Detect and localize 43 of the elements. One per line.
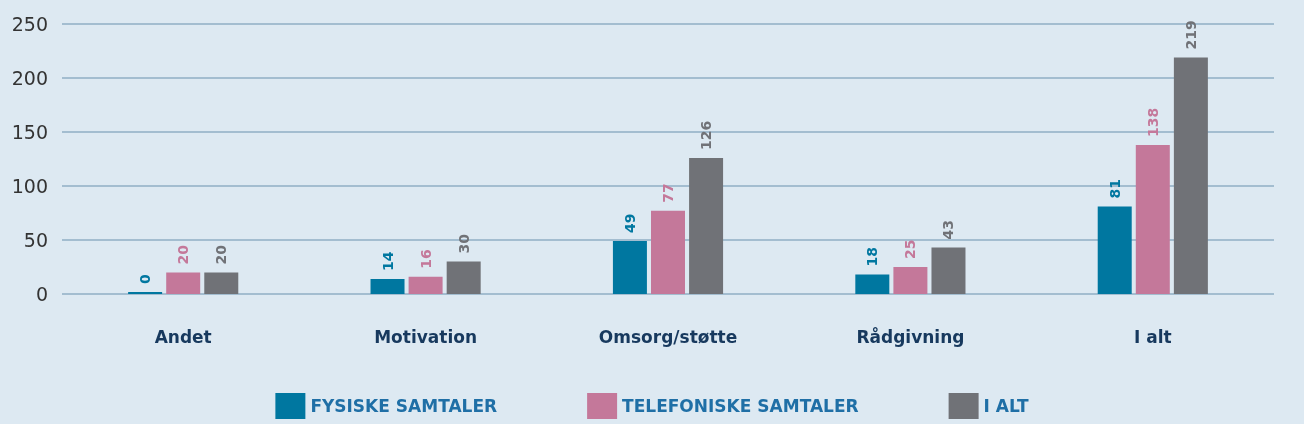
data-label: 126 [698,120,715,150]
bar [893,267,928,294]
data-label: 25 [902,239,919,259]
data-label: 16 [417,249,434,269]
bar [612,241,647,294]
data-label: 81 [1106,179,1123,199]
bar [370,278,405,294]
y-tick-label: 50 [23,229,48,251]
y-tick-label: 200 [11,67,48,89]
bar [931,247,966,294]
legend-label: FYSISKE SAMTALER [310,396,498,416]
x-tick-label: Omsorg/støtte [598,326,738,347]
x-tick-label: Motivation [374,326,478,347]
data-label: 0 [137,274,154,284]
bar [855,274,890,294]
y-tick-label: 100 [11,175,48,197]
data-label: 49 [621,213,638,234]
x-tick-label: I alt [1133,326,1172,347]
data-label: 138 [1144,107,1161,137]
bar [204,272,239,294]
bar [1173,57,1208,294]
data-label: 43 [940,220,957,240]
bar [651,210,685,294]
legend-label: TELEFONISKE SAMTALER [622,396,859,416]
data-label: 18 [864,247,881,267]
bar [166,272,201,294]
data-label: 219 [1182,20,1199,50]
bar [446,261,481,294]
bar [1135,144,1170,294]
y-tick-label: 250 [11,13,48,35]
y-tick-label: 0 [35,283,48,305]
y-tick-label: 150 [11,121,48,143]
x-tick-label: Rådgivning [856,325,965,347]
legend-label: I ALT [983,396,1030,416]
data-label: 20 [175,244,192,265]
x-tick-label: Andet [154,326,212,347]
bar [1097,206,1132,294]
data-label: 20 [213,244,230,265]
bar [408,276,443,294]
data-label: 14 [379,251,396,271]
data-label: 77 [660,183,676,203]
data-label: 30 [455,233,472,254]
bar [689,157,724,294]
